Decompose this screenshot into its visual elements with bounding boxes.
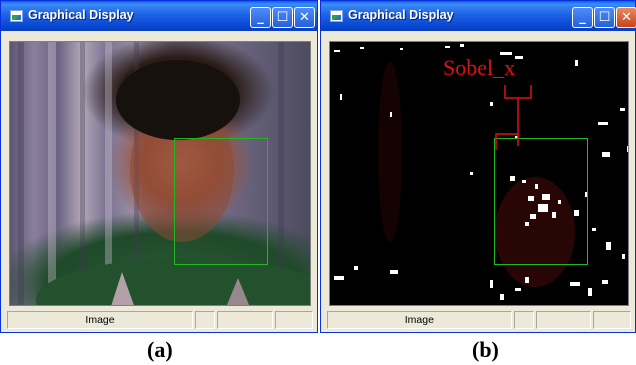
status-field-image: Image [7, 311, 193, 329]
camera-frame [18, 42, 310, 305]
caption-b: (b) [472, 337, 499, 362]
status-field [593, 311, 631, 329]
minimize-button[interactable]: _ [250, 7, 271, 28]
status-field [535, 311, 592, 329]
sobel-x-label: Sobel_x [443, 55, 516, 80]
maximize-button[interactable]: ☐ [594, 7, 615, 28]
edge-map [334, 44, 628, 300]
sobel-edge-view [329, 41, 629, 306]
maximize-button[interactable]: ☐ [272, 7, 293, 28]
status-field [513, 311, 534, 329]
minimize-button[interactable]: _ [572, 7, 593, 28]
window-title: Graphical Display [348, 8, 454, 22]
title-bar[interactable]: Graphical Display _ ☐ ✕ [321, 1, 636, 31]
status-field-image: Image [327, 311, 512, 329]
camera-image-view [9, 41, 311, 306]
caption-a: (a) [147, 337, 173, 362]
graphical-display-window-a: Graphical Display _ ☐ ✕ Image [0, 0, 318, 333]
status-bar: Image [327, 311, 631, 329]
dark-region [378, 62, 402, 242]
status-field [217, 311, 273, 329]
title-bar[interactable]: Graphical Display _ ☐ ✕ [1, 1, 317, 31]
status-field [195, 311, 215, 329]
status-field [275, 311, 313, 329]
face-detection-box [174, 138, 268, 265]
status-bar: Image [7, 311, 313, 329]
close-button[interactable]: ✕ [294, 7, 315, 28]
graphical-display-window-b: Graphical Display _ ☐ ✕ [320, 0, 636, 333]
face-detection-box [494, 138, 588, 265]
app-icon [10, 10, 23, 22]
app-icon [330, 10, 343, 22]
close-button[interactable]: ✕ [616, 7, 636, 28]
window-title: Graphical Display [28, 8, 134, 22]
face-region-glow [495, 177, 575, 287]
